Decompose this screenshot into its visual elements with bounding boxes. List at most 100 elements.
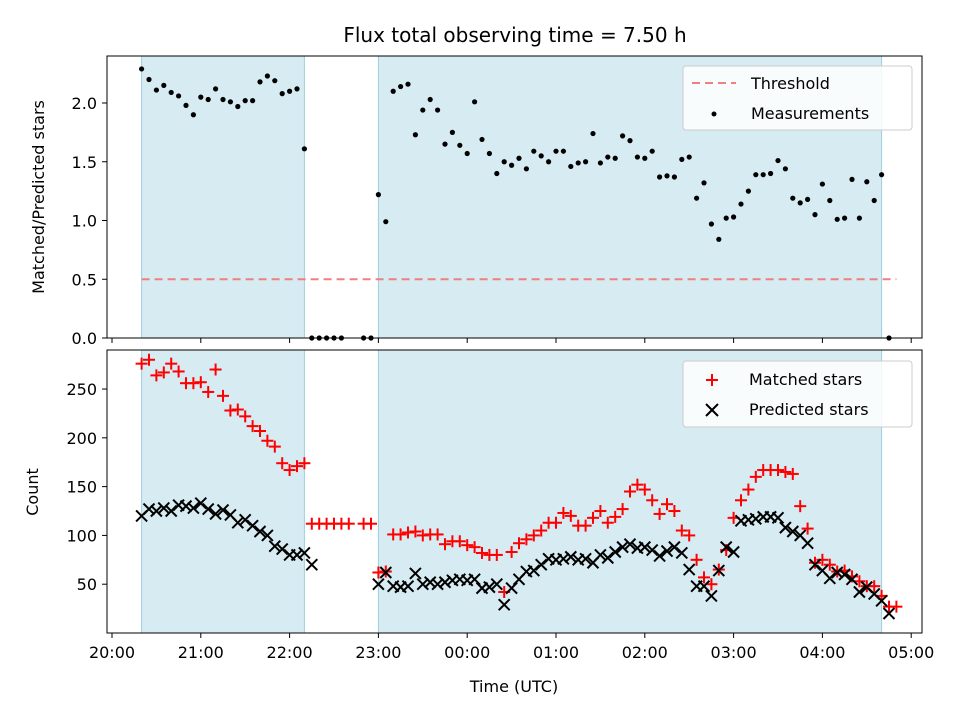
measurement-point	[782, 166, 789, 172]
measurement-point	[553, 148, 559, 154]
measurement-point	[834, 216, 840, 222]
y-tick-label: 100	[66, 526, 97, 545]
measurement-point	[694, 195, 700, 201]
measurement-point	[627, 138, 633, 144]
measurement-point	[375, 192, 381, 198]
measurement-point	[775, 157, 781, 164]
matched-star-point	[513, 537, 525, 550]
measurement-point	[279, 91, 285, 97]
top-legend-box	[682, 65, 913, 131]
y-tick-label: 50	[77, 575, 97, 594]
predicted-star-point	[409, 567, 422, 580]
measurement-point	[516, 155, 522, 161]
measurement-point	[390, 88, 396, 94]
matched-star-point	[779, 465, 792, 478]
matched-star-point	[624, 485, 636, 498]
matched-star-point	[557, 506, 570, 519]
measurement-point	[287, 88, 293, 94]
bottom-panel: 20:00 21:00 22:00 23:00 00:00 01:00 02:00 03:00…	[23, 349, 934, 696]
predicted-star-point	[616, 540, 629, 554]
matched-star-point	[601, 516, 614, 529]
x-tick-label: 21:00	[178, 643, 224, 662]
matched-star-point	[261, 434, 274, 447]
measurement-point	[405, 81, 411, 87]
matched-star-point	[801, 522, 814, 535]
measurement-point	[612, 155, 618, 161]
matched-star-point	[735, 494, 747, 507]
measurement-point	[205, 96, 211, 103]
measurement-point	[523, 166, 530, 172]
matched-star-point	[675, 524, 688, 537]
predicted-star-point	[490, 577, 504, 591]
measurement-point	[427, 96, 433, 103]
measurement-point	[538, 153, 544, 159]
measurement-point	[701, 180, 707, 186]
predicted-star-point	[216, 503, 230, 517]
matched-star-point	[217, 389, 229, 402]
measurement-point	[842, 215, 848, 221]
matched-star-point	[809, 556, 821, 569]
predicted-star-point	[379, 566, 393, 579]
measurement-point	[583, 159, 589, 165]
measurement-point	[250, 98, 256, 104]
x-tick-label: 01:00	[533, 643, 579, 662]
measurement-point	[605, 154, 611, 160]
matched-star-point	[342, 517, 355, 530]
measurement-point	[457, 142, 463, 148]
measurement-point	[642, 155, 648, 161]
matched-star-point	[365, 517, 377, 530]
x-tick-label: 22:00	[267, 643, 313, 662]
legend-measurements-label: Measurements	[751, 104, 869, 123]
measurement-point	[383, 219, 389, 225]
measurement-point	[220, 96, 226, 103]
predicted-star-point	[705, 589, 718, 603]
predicted-star-point	[438, 576, 452, 589]
matched-star-point	[194, 376, 207, 389]
measurement-point	[686, 154, 692, 160]
measurement-point	[827, 197, 833, 204]
measurement-point	[760, 172, 766, 178]
measurement-point	[560, 148, 567, 154]
bottom-legend-box	[682, 360, 913, 428]
measurement-point	[213, 86, 219, 92]
measurement-point	[871, 197, 877, 204]
bottom-y-axis-label: Count	[23, 468, 42, 516]
y-tick-label: 150	[66, 478, 97, 497]
measurement-point	[679, 156, 685, 162]
matched-star-point	[298, 457, 311, 470]
predicted-star-point	[253, 525, 267, 538]
predicted-star-point	[401, 579, 415, 593]
measurement-point	[531, 148, 537, 154]
measurement-point	[153, 87, 159, 93]
matched-star-point	[594, 505, 607, 518]
measurement-point	[649, 148, 655, 154]
predicted-star-point	[246, 519, 259, 532]
bottom-x-ticks: 20:00 21:00 22:00 23:00 00:00 01:00 02:00 03:00…	[89, 633, 934, 662]
predicted-star-point	[423, 576, 437, 589]
predicted-star-point	[675, 546, 689, 560]
matched-star-point	[172, 365, 185, 378]
predicted-star-point	[623, 537, 637, 551]
top-x-ticks	[111, 338, 912, 343]
measurement-point	[634, 154, 641, 160]
x-tick-label: 03:00	[711, 643, 757, 662]
measurement-point	[494, 170, 500, 177]
measurement-point	[738, 201, 744, 207]
measurement-point	[272, 78, 278, 84]
measurement-point	[546, 159, 552, 165]
x-axis-label: Time (UTC)	[469, 677, 558, 696]
measurement-point	[398, 83, 404, 90]
measurement-point	[745, 188, 752, 194]
matched-star-point	[587, 511, 599, 524]
predicted-star-point	[238, 513, 252, 527]
measurement-point	[768, 170, 774, 177]
measurement-point	[597, 160, 604, 166]
top-plot-frame	[106, 55, 923, 339]
legend-predicted-label: Predicted stars	[749, 400, 869, 419]
matched-star-point	[527, 529, 540, 542]
predicted-star-point	[527, 564, 541, 577]
predicted-star-point	[853, 585, 866, 599]
predicted-star-point	[668, 540, 681, 554]
matched-star-point	[291, 460, 303, 473]
